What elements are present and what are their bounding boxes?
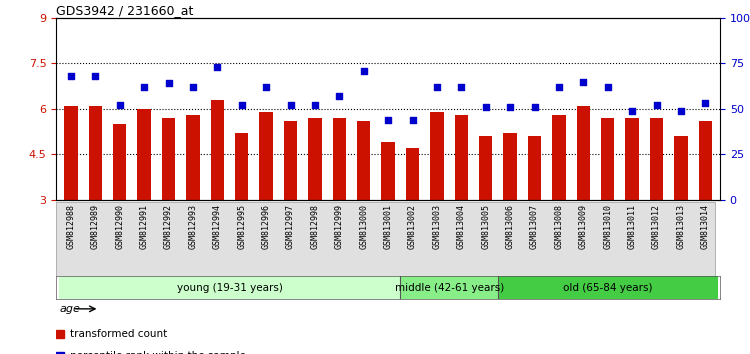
- Text: GSM813012: GSM813012: [652, 204, 661, 249]
- Text: GSM812992: GSM812992: [164, 204, 173, 249]
- Point: [675, 108, 687, 114]
- Text: age: age: [59, 304, 80, 314]
- Bar: [382, 142, 394, 200]
- Text: GSM813006: GSM813006: [506, 204, 515, 249]
- Point: [602, 84, 613, 90]
- Point: [260, 84, 272, 90]
- Bar: [528, 136, 542, 200]
- Text: GSM813003: GSM813003: [433, 204, 442, 249]
- Point: [163, 80, 175, 86]
- Point: [455, 84, 467, 90]
- Point: [114, 102, 126, 108]
- Text: GSM813000: GSM813000: [359, 204, 368, 249]
- Text: GSM812990: GSM812990: [116, 204, 124, 249]
- Text: middle (42-61 years): middle (42-61 years): [394, 282, 504, 293]
- Bar: [498, 276, 718, 299]
- Text: GSM813014: GSM813014: [700, 204, 709, 249]
- Bar: [162, 118, 176, 200]
- Point: [358, 68, 370, 73]
- Bar: [552, 115, 566, 200]
- Point: [480, 104, 492, 110]
- Point: [187, 84, 199, 90]
- Bar: [211, 100, 224, 200]
- Point: [553, 84, 565, 90]
- Text: GSM812996: GSM812996: [262, 204, 271, 249]
- Bar: [406, 148, 419, 200]
- Point: [699, 101, 711, 106]
- Point: [333, 93, 345, 99]
- Text: GSM812993: GSM812993: [188, 204, 197, 249]
- Point: [211, 64, 223, 70]
- Point: [650, 102, 662, 108]
- Point: [504, 104, 516, 110]
- Bar: [601, 118, 614, 200]
- Point: [65, 73, 77, 79]
- Text: GSM813005: GSM813005: [482, 204, 490, 249]
- Bar: [235, 133, 248, 200]
- Point: [138, 84, 150, 90]
- Text: percentile rank within the sample: percentile rank within the sample: [70, 351, 245, 354]
- Text: transformed count: transformed count: [70, 329, 166, 339]
- Point: [382, 117, 394, 122]
- Point: [431, 84, 443, 90]
- Text: GSM812997: GSM812997: [286, 204, 295, 249]
- Text: GSM813007: GSM813007: [530, 204, 539, 249]
- Text: GDS3942 / 231660_at: GDS3942 / 231660_at: [56, 4, 193, 17]
- Bar: [58, 276, 400, 299]
- Text: GSM813002: GSM813002: [408, 204, 417, 249]
- Text: GSM813008: GSM813008: [554, 204, 563, 249]
- Text: GSM812999: GSM812999: [334, 204, 344, 249]
- Bar: [357, 121, 370, 200]
- Bar: [479, 136, 493, 200]
- Point: [89, 73, 101, 79]
- Bar: [88, 106, 102, 200]
- Bar: [430, 112, 444, 200]
- Bar: [699, 121, 712, 200]
- Bar: [454, 115, 468, 200]
- Bar: [260, 112, 273, 200]
- Text: GSM812995: GSM812995: [237, 204, 246, 249]
- Text: old (65-84 years): old (65-84 years): [563, 282, 652, 293]
- Text: GSM812998: GSM812998: [310, 204, 320, 249]
- Bar: [308, 118, 322, 200]
- Text: GSM813004: GSM813004: [457, 204, 466, 249]
- Bar: [113, 124, 127, 200]
- Point: [406, 117, 418, 122]
- Text: GSM813011: GSM813011: [628, 204, 637, 249]
- Text: young (19-31 years): young (19-31 years): [176, 282, 283, 293]
- Text: GSM812989: GSM812989: [91, 204, 100, 249]
- Point: [284, 102, 296, 108]
- Bar: [64, 106, 77, 200]
- Bar: [626, 118, 639, 200]
- Bar: [332, 118, 346, 200]
- Text: GSM813001: GSM813001: [383, 204, 392, 249]
- Bar: [650, 118, 663, 200]
- Bar: [137, 109, 151, 200]
- Text: GSM813010: GSM813010: [603, 204, 612, 249]
- Point: [529, 104, 541, 110]
- Text: GSM812991: GSM812991: [140, 204, 148, 249]
- Bar: [503, 133, 517, 200]
- Bar: [674, 136, 688, 200]
- Text: GSM813013: GSM813013: [676, 204, 686, 249]
- Bar: [400, 276, 498, 299]
- Point: [578, 79, 590, 84]
- Text: GSM812994: GSM812994: [213, 204, 222, 249]
- Point: [309, 102, 321, 108]
- Bar: [284, 121, 297, 200]
- Point: [236, 102, 248, 108]
- Text: GSM813009: GSM813009: [579, 204, 588, 249]
- Text: GSM812988: GSM812988: [67, 204, 76, 249]
- Point: [626, 108, 638, 114]
- Bar: [186, 115, 200, 200]
- Bar: [577, 106, 590, 200]
